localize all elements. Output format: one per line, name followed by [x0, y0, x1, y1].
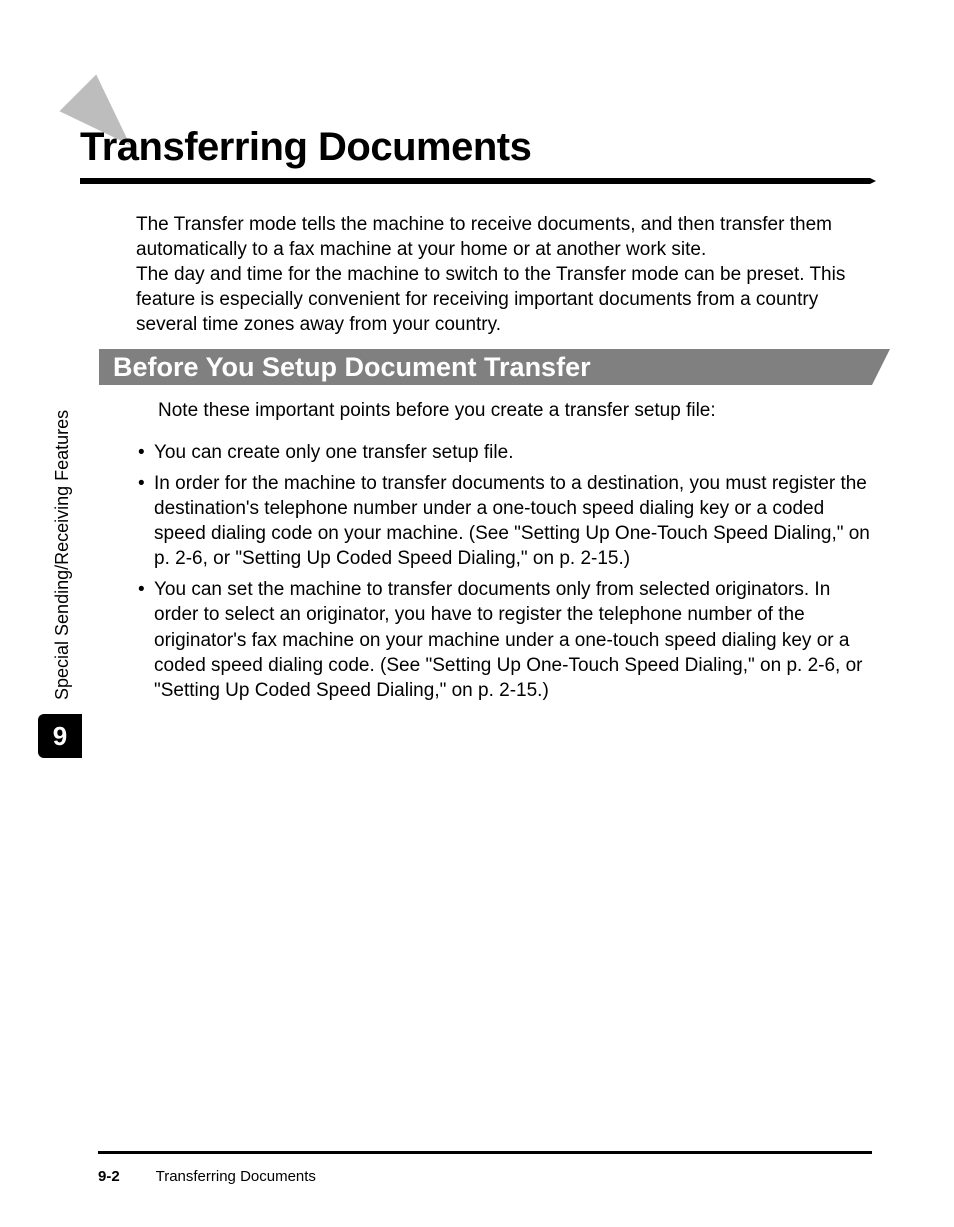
section-intro: Note these important points before you c… — [158, 398, 876, 423]
list-item: In order for the machine to transfer doc… — [138, 471, 876, 571]
heading-rule — [80, 178, 870, 184]
section-heading: Before You Setup Document Transfer — [99, 349, 872, 385]
footer-rule — [98, 1151, 872, 1154]
footer-page-number: 9-2 — [98, 1168, 120, 1185]
footer-title: Transferring Documents — [156, 1168, 316, 1185]
list-item: You can create only one transfer setup f… — [138, 440, 876, 465]
chapter-number-tab: 9 — [38, 714, 82, 758]
page: Transferring Documents The Transfer mode… — [0, 0, 954, 1227]
page-footer: 9-2 Transferring Documents — [98, 1168, 316, 1185]
side-tab-label: Special Sending/Receiving Features — [52, 390, 73, 700]
intro-paragraph: The Transfer mode tells the machine to r… — [136, 212, 876, 337]
bullet-list: You can create only one transfer setup f… — [138, 440, 876, 709]
page-title: Transferring Documents — [80, 125, 531, 170]
list-item: You can set the machine to transfer docu… — [138, 577, 876, 702]
